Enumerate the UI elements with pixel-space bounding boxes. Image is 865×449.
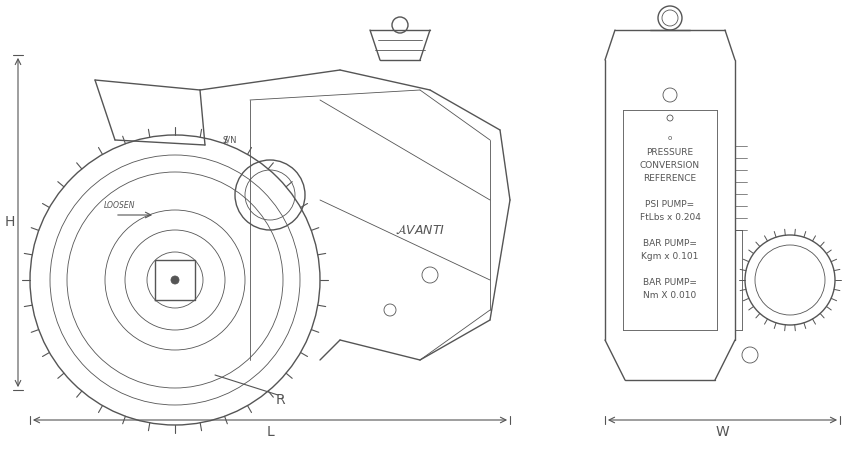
- Text: PSI PUMP=: PSI PUMP=: [645, 200, 695, 209]
- Text: o: o: [668, 135, 672, 141]
- Text: PRESSURE: PRESSURE: [646, 148, 694, 157]
- Text: $\mathcal{A}$VANTI: $\mathcal{A}$VANTI: [395, 223, 445, 237]
- Circle shape: [171, 276, 179, 284]
- Text: BAR PUMP=: BAR PUMP=: [643, 278, 697, 287]
- Text: H: H: [5, 216, 16, 229]
- Text: FtLbs x 0.204: FtLbs x 0.204: [639, 213, 701, 222]
- Text: Nm X 0.010: Nm X 0.010: [644, 291, 696, 300]
- Text: CONVERSION: CONVERSION: [640, 161, 700, 170]
- Text: S/N: S/N: [223, 136, 237, 145]
- Text: W: W: [715, 425, 729, 439]
- Text: Kgm x 0.101: Kgm x 0.101: [641, 252, 699, 261]
- Text: LOOSEN: LOOSEN: [105, 201, 136, 210]
- Text: BAR PUMP=: BAR PUMP=: [643, 239, 697, 248]
- Text: R: R: [275, 393, 285, 407]
- Text: REFERENCE: REFERENCE: [644, 174, 696, 183]
- Text: L: L: [266, 425, 274, 439]
